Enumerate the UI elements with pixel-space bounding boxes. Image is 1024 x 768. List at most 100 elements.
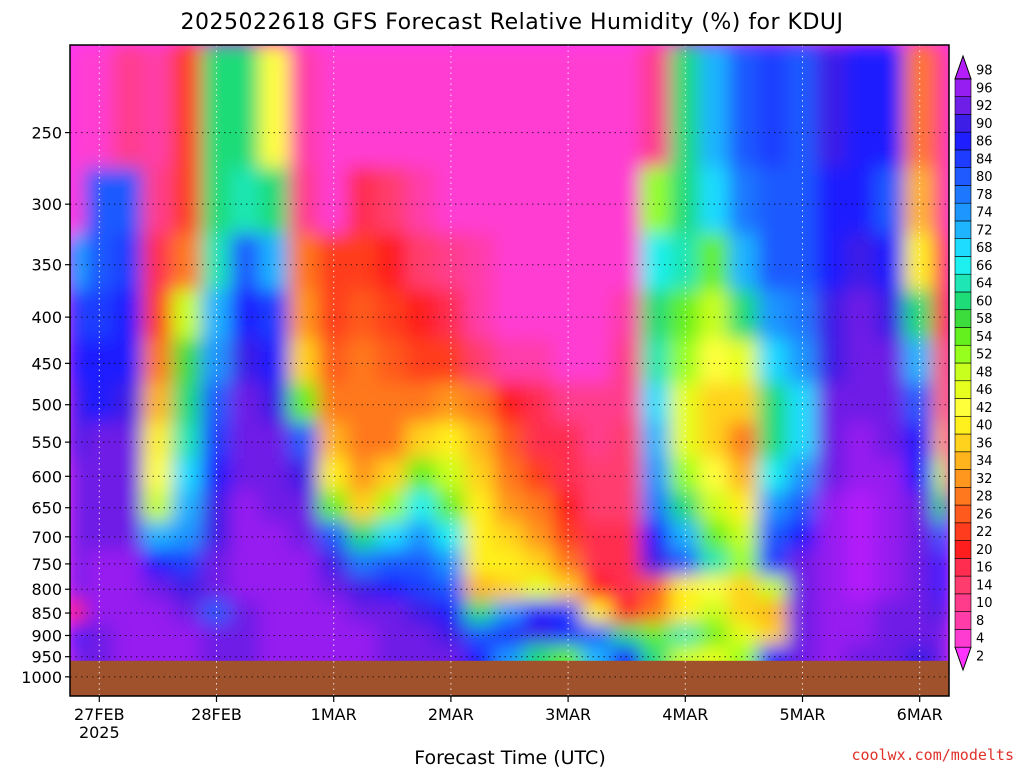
humidity-cell xyxy=(698,289,731,342)
humidity-cell xyxy=(816,549,848,578)
humidity-cell xyxy=(259,575,291,603)
humidity-cell xyxy=(669,167,701,236)
humidity-cell xyxy=(816,422,848,461)
humidity-cell xyxy=(552,233,584,292)
humidity-cell xyxy=(288,491,321,524)
humidity-cell xyxy=(112,549,145,578)
humidity-cell xyxy=(786,339,819,386)
humidity-cell xyxy=(904,167,936,236)
x-tick-label: 4MAR xyxy=(662,705,708,724)
humidity-cell xyxy=(757,383,789,425)
humidity-cell xyxy=(288,521,321,552)
humidity-cell xyxy=(405,521,438,552)
humidity-cell xyxy=(288,623,321,648)
colorbar-tick-label: 84 xyxy=(976,152,993,167)
humidity-cell xyxy=(728,289,760,342)
humidity-cell xyxy=(230,45,262,170)
humidity-cell xyxy=(318,45,350,170)
humidity-cell xyxy=(142,623,174,648)
humidity-cell xyxy=(933,45,949,170)
colorbar-tick-label: 72 xyxy=(976,223,993,238)
humidity-cell xyxy=(523,45,555,170)
humidity-cell xyxy=(816,339,848,386)
humidity-cell xyxy=(757,521,789,552)
humidity-cell xyxy=(405,623,438,648)
humidity-cell xyxy=(552,575,584,603)
humidity-cell xyxy=(318,233,350,292)
humidity-cell xyxy=(347,233,379,292)
colorbar-tick-label: 86 xyxy=(976,135,993,150)
colorbar-tick-label: 22 xyxy=(976,525,993,540)
humidity-cell xyxy=(581,623,614,648)
x-tick-label: 6MAR xyxy=(897,705,943,724)
humidity-cell xyxy=(405,167,438,236)
colorbar-tick-label: 92 xyxy=(976,99,993,114)
humidity-cell xyxy=(376,575,408,603)
humidity-cell xyxy=(581,600,614,626)
humidity-cell xyxy=(171,289,203,342)
colorbar-swatch xyxy=(954,149,972,168)
colorbar-swatch xyxy=(954,344,972,364)
humidity-cell xyxy=(786,167,819,236)
y-tick-label: 600 xyxy=(31,467,62,486)
humidity-cell xyxy=(230,383,262,425)
humidity-cell xyxy=(464,575,496,603)
humidity-cell xyxy=(933,233,949,292)
humidity-cell xyxy=(640,600,672,626)
humidity-cell xyxy=(640,458,672,494)
humidity-cell xyxy=(757,600,789,626)
humidity-cell xyxy=(493,233,526,292)
colorbar: 2481014162022262832343640424648525458606… xyxy=(954,54,993,672)
colorbar-tick-label: 10 xyxy=(976,596,993,611)
humidity-cell xyxy=(523,458,555,494)
humidity-cell xyxy=(347,458,379,494)
humidity-cell xyxy=(728,45,760,170)
humidity-cell xyxy=(757,458,789,494)
credit-text[interactable]: coolwx.com/modelts xyxy=(851,746,1014,764)
humidity-cell xyxy=(669,45,701,170)
colorbar-swatch xyxy=(954,593,972,612)
humidity-cell xyxy=(845,575,877,603)
humidity-cell xyxy=(112,339,145,386)
humidity-cell xyxy=(347,339,379,386)
humidity-cell xyxy=(874,339,907,386)
humidity-cell xyxy=(83,233,115,292)
humidity-cell xyxy=(493,339,526,386)
humidity-cell xyxy=(376,233,408,292)
x-tick-label: 1MAR xyxy=(311,705,357,724)
humidity-cell xyxy=(581,422,614,461)
y-tick-label: 450 xyxy=(31,354,62,373)
humidity-cell xyxy=(933,549,949,578)
humidity-cell xyxy=(83,623,115,648)
humidity-cell xyxy=(171,623,203,648)
humidity-cell xyxy=(288,289,321,342)
humidity-cell xyxy=(933,458,949,494)
humidity-cell xyxy=(70,575,86,603)
humidity-cell xyxy=(552,167,584,236)
humidity-cell xyxy=(845,422,877,461)
colorbar-swatch xyxy=(954,202,972,222)
humidity-cell xyxy=(230,422,262,461)
humidity-cell xyxy=(493,623,526,648)
humidity-cell xyxy=(70,167,86,236)
humidity-cell xyxy=(552,623,584,648)
humidity-cell xyxy=(581,521,614,552)
y-tick-label: 550 xyxy=(31,433,62,452)
humidity-cell xyxy=(318,623,350,648)
humidity-cell xyxy=(640,233,672,292)
humidity-cell xyxy=(376,339,408,386)
colorbar-tick-label: 20 xyxy=(976,543,993,558)
humidity-cell xyxy=(171,45,203,170)
humidity-cell xyxy=(698,45,731,170)
humidity-cell xyxy=(259,339,291,386)
humidity-cell xyxy=(845,623,877,648)
humidity-cell xyxy=(493,491,526,524)
humidity-cell xyxy=(464,600,496,626)
humidity-cell xyxy=(933,575,949,603)
humidity-cell xyxy=(845,289,877,342)
humidity-cell xyxy=(845,167,877,236)
humidity-cell xyxy=(405,549,438,578)
humidity-cell xyxy=(376,45,408,170)
humidity-cell xyxy=(904,233,936,292)
